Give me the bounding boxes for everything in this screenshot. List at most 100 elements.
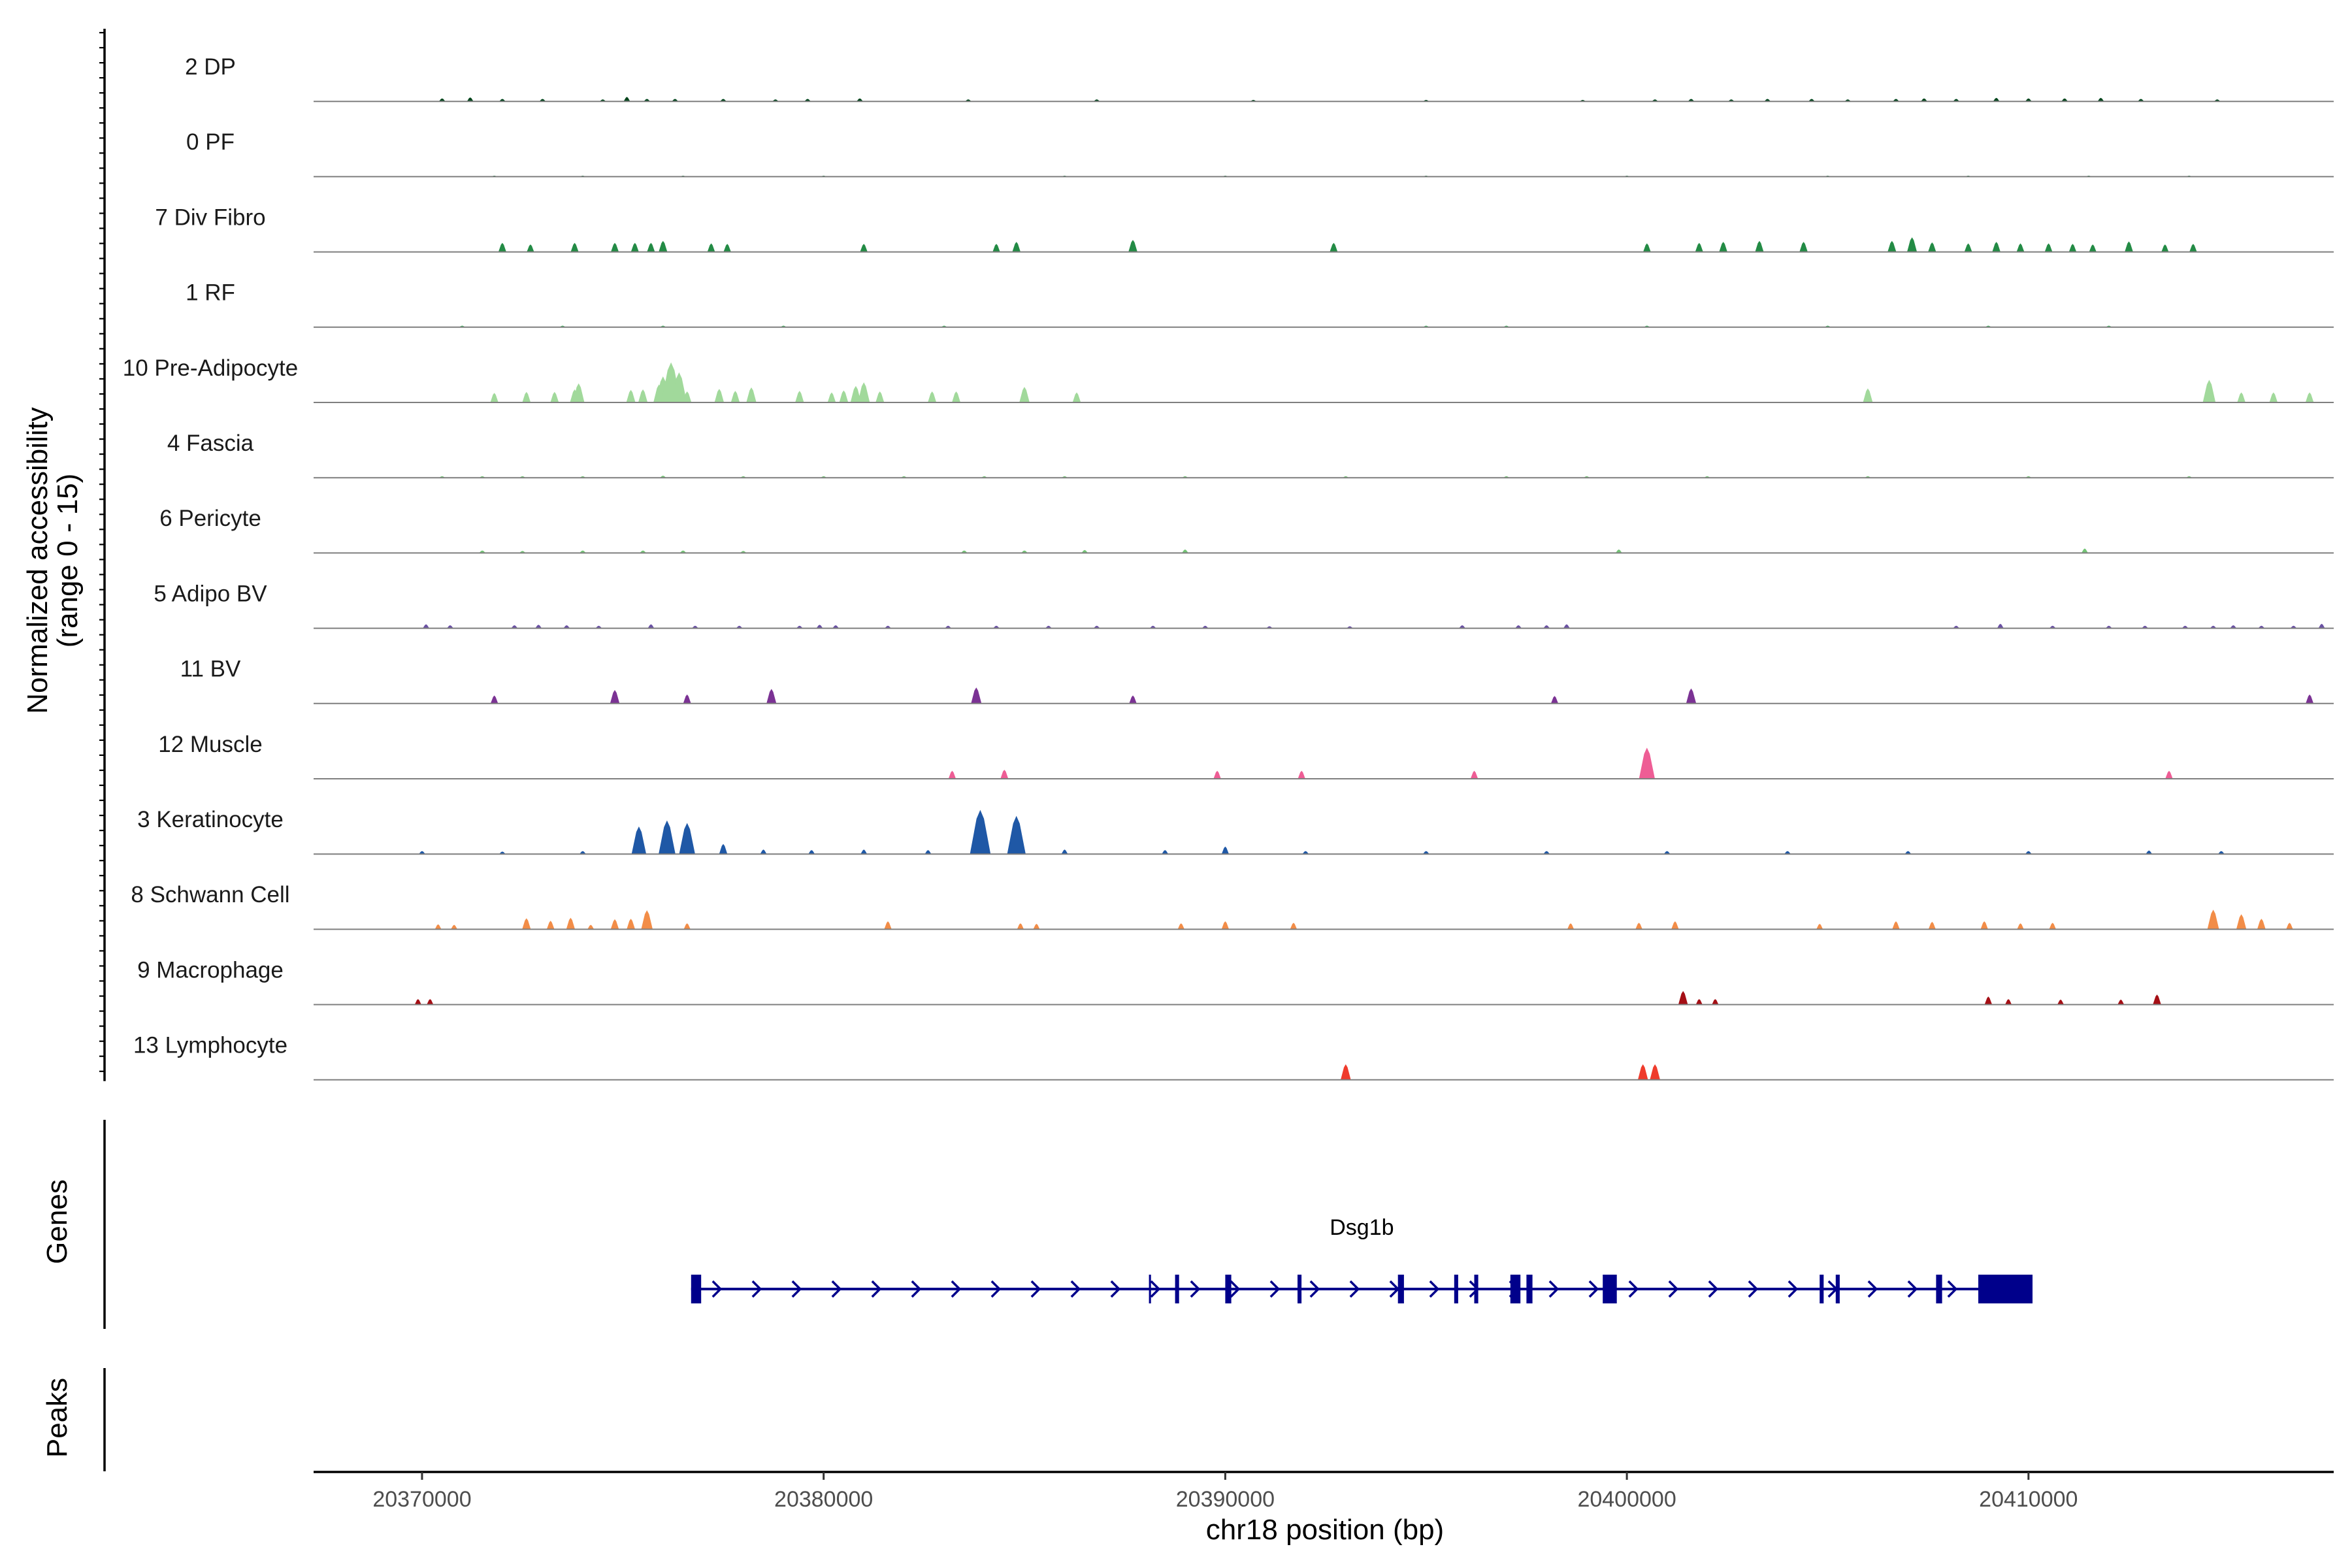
coverage-peak [1129, 695, 1137, 704]
track-label: 6 Pericyte [159, 506, 261, 531]
coverage-peak [423, 624, 430, 629]
coverage-peak [1887, 240, 1897, 252]
coverage-peak [1980, 921, 1988, 930]
coverage-peak [2117, 999, 2125, 1005]
coverage-peak [659, 820, 676, 855]
coverage-peak [1863, 388, 1873, 402]
gene-name-label: Dsg1b [1330, 1215, 1394, 1240]
strand-arrow [1748, 1280, 1759, 1298]
strand-arrow [1548, 1280, 1560, 1298]
coverage-peak [572, 383, 585, 402]
coverage-peak [490, 695, 498, 704]
coverage-peak [2061, 98, 2068, 102]
strand-arrow [831, 1280, 842, 1298]
coverage-peak [1128, 240, 1137, 252]
gene-exon [1175, 1275, 1179, 1303]
coverage-peak [447, 625, 453, 629]
x-axis: 20370000 20380000 20390000 20400000 20410000 [314, 1471, 2334, 1512]
coverage-peak [1033, 924, 1040, 930]
coverage-peak [970, 809, 991, 855]
coverage-peak [1567, 923, 1575, 930]
gene-exon [1298, 1275, 1302, 1303]
coverage-peak [434, 924, 442, 930]
coverage-peak [2269, 392, 2278, 402]
coverage-peak [719, 843, 728, 855]
coverage-peak [1650, 1064, 1660, 1080]
coverage-peak [1221, 921, 1230, 930]
coverage-peak [659, 240, 668, 252]
coverage-peak [816, 625, 823, 629]
coverage-peak [2286, 923, 2293, 930]
strand-arrow [1110, 1280, 1121, 1298]
coverage-peak [1221, 846, 1229, 855]
coverage-peak [1816, 924, 1823, 930]
track-label: 10 Pre-Adipocyte [123, 355, 298, 381]
strand-arrow [1628, 1280, 1639, 1298]
coverage-peak [587, 924, 595, 930]
coverage-peak [550, 391, 559, 402]
coverage-peak [1643, 243, 1651, 252]
coverage-peak [928, 391, 937, 402]
coverage-peak [1550, 696, 1559, 704]
coverage-peak [610, 919, 619, 930]
coverage-peak [566, 917, 576, 930]
coverage-peak [1072, 392, 1081, 402]
coverage-peak [630, 242, 639, 252]
coverage-peak [1290, 923, 1298, 930]
genes-panel-title: Genes [41, 1179, 73, 1264]
coverage-peak [1543, 625, 1550, 629]
gene-exon [1978, 1275, 2033, 1303]
coverage-peak [1081, 549, 1088, 553]
coverage-peak [641, 910, 653, 930]
coverage-peak [522, 918, 531, 930]
coverage-peak [2189, 244, 2197, 252]
gene-model: Dsg1b [691, 1215, 2033, 1303]
strand-arrow [1588, 1280, 1599, 1298]
coverage-peak [1686, 688, 1697, 704]
coverage-peak [1615, 549, 1622, 553]
track-10-pre-adipocyte: 10 Pre-Adipocyte [123, 355, 2334, 403]
coverage-peak [419, 851, 425, 855]
coverage-peak [2236, 914, 2247, 930]
gene-exon [1397, 1275, 1404, 1303]
coverage-peak [2230, 625, 2237, 629]
coverage-peak [1017, 923, 1024, 930]
coverage-peak [1712, 999, 1719, 1005]
coverage-peak [466, 97, 474, 102]
strand-arrow [1867, 1280, 1878, 1298]
gene-exon [1835, 1275, 1840, 1303]
coverage-peak [1719, 242, 1727, 252]
strand-arrow [1429, 1280, 1440, 1298]
coverage-peak [875, 391, 885, 402]
strand-arrow [871, 1280, 882, 1298]
coverage-peak [2217, 851, 2225, 855]
strand-arrow [751, 1280, 762, 1298]
track-7-div-fibro: 7 Div Fibro [155, 204, 2334, 253]
coverage-peak [2125, 241, 2133, 252]
coverage-peak [2153, 994, 2161, 1005]
coverage-peak [1341, 1064, 1351, 1080]
coverage-peak [827, 392, 836, 402]
strand-arrow [1349, 1280, 1360, 1298]
coverage-peak [730, 391, 740, 402]
coverage-peak [1992, 242, 2001, 252]
coverage-peak [2005, 999, 2012, 1005]
track-label: 7 Div Fibro [155, 204, 265, 230]
coverage-peak [884, 921, 892, 930]
track-5-adipo-bv: 5 Adipo BV [154, 581, 2334, 629]
y-axis-coverage [99, 29, 106, 1081]
gene-exon [691, 1275, 702, 1303]
coverage-peak [610, 690, 620, 704]
coverage-peak [971, 687, 982, 704]
strand-arrow [1190, 1280, 1201, 1298]
coverage-peak [714, 389, 725, 402]
coverage-peak [683, 694, 691, 704]
coverage-peak [2097, 97, 2104, 102]
strand-arrow [1269, 1280, 1281, 1298]
strand-arrow [1030, 1280, 1041, 1298]
coverage-peak [1784, 851, 1791, 855]
coverage-peak [2305, 392, 2314, 402]
strand-arrow [1788, 1280, 1799, 1298]
coverage-peak [2146, 850, 2153, 855]
